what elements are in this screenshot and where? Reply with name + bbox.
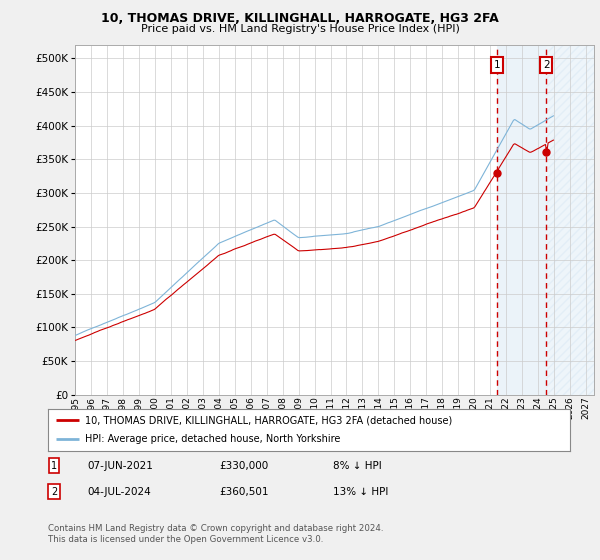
Text: 2: 2: [543, 60, 550, 70]
Text: HPI: Average price, detached house, North Yorkshire: HPI: Average price, detached house, Nort…: [85, 435, 340, 445]
Bar: [546, 45, 594, 395]
Text: £360,501: £360,501: [219, 487, 269, 497]
Text: Price paid vs. HM Land Registry's House Price Index (HPI): Price paid vs. HM Land Registry's House …: [140, 24, 460, 34]
Text: Contains HM Land Registry data © Crown copyright and database right 2024.
This d: Contains HM Land Registry data © Crown c…: [48, 524, 383, 544]
Text: 1: 1: [51, 461, 57, 471]
Text: 04-JUL-2024: 04-JUL-2024: [87, 487, 151, 497]
Text: 8% ↓ HPI: 8% ↓ HPI: [333, 461, 382, 471]
Text: 10, THOMAS DRIVE, KILLINGHALL, HARROGATE, HG3 2FA: 10, THOMAS DRIVE, KILLINGHALL, HARROGATE…: [101, 12, 499, 25]
Text: 2: 2: [51, 487, 57, 497]
Text: 10, THOMAS DRIVE, KILLINGHALL, HARROGATE, HG3 2FA (detached house): 10, THOMAS DRIVE, KILLINGHALL, HARROGATE…: [85, 415, 452, 425]
Bar: [497, 45, 546, 395]
Text: 1: 1: [494, 60, 500, 70]
Text: 07-JUN-2021: 07-JUN-2021: [87, 461, 153, 471]
Text: 13% ↓ HPI: 13% ↓ HPI: [333, 487, 388, 497]
Text: £330,000: £330,000: [219, 461, 268, 471]
